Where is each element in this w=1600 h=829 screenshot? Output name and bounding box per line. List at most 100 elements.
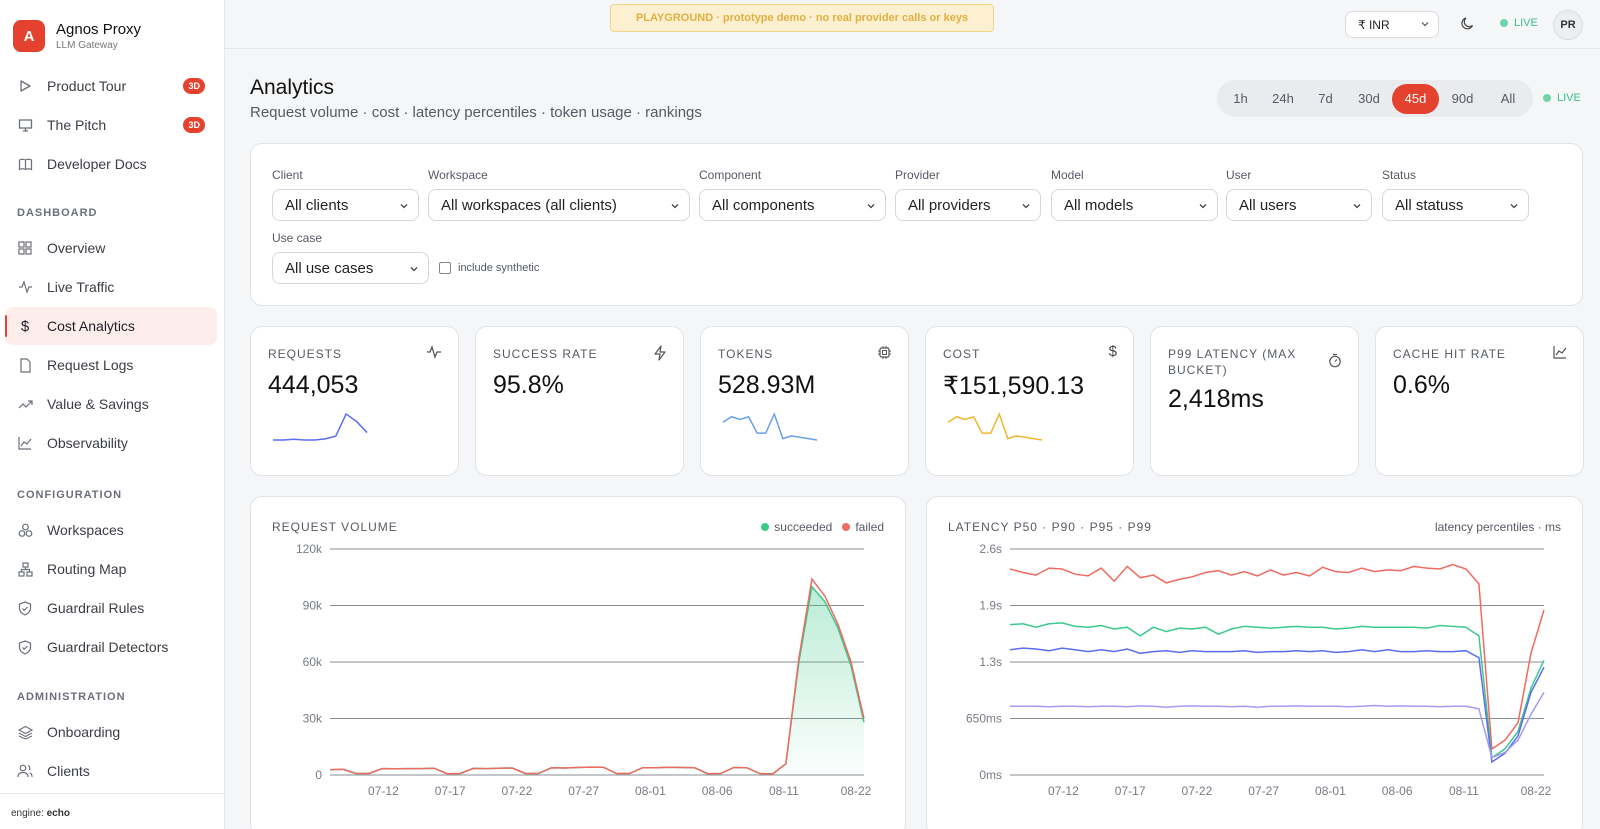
sidebar-item-label: Guardrail Detectors	[47, 639, 169, 655]
sidebar-item-label: Clients	[47, 763, 90, 779]
y-tick-label: 650ms	[966, 712, 1002, 726]
select-value: All workspaces (all clients)	[441, 196, 617, 214]
latency-chart: 2.6s 1.9s 1.3s 650ms 0ms 07-12 07-17 07-22 07-27…	[966, 542, 1552, 798]
sidebar-item-onboarding[interactable]: Onboarding	[5, 713, 217, 751]
book-icon	[17, 156, 33, 172]
avatar[interactable]: PR	[1553, 10, 1583, 40]
status-select[interactable]: All statuss	[1382, 189, 1529, 221]
chart-title: LATENCY P50 · P90 · P95 · P99	[948, 520, 1152, 534]
range-30d[interactable]: 30d	[1358, 91, 1380, 106]
file-icon	[17, 357, 33, 373]
sparkline-path	[722, 412, 818, 441]
sidebar-item-overview[interactable]: Overview	[5, 229, 217, 267]
range-45d[interactable]: 45d	[1392, 83, 1439, 114]
p90-line	[1009, 647, 1545, 764]
sidebar-item-request-logs[interactable]: Request Logs	[5, 346, 217, 384]
sidebar-item-workspaces[interactable]: Workspaces	[5, 511, 217, 549]
p50-line	[1010, 692, 1545, 759]
chevron-down-icon	[1020, 199, 1032, 216]
x-tick-label: 07-27	[568, 784, 599, 798]
x-tick-label: 08-01	[1315, 784, 1346, 798]
select-value: All users	[1239, 196, 1297, 214]
sidebar-item-value-savings[interactable]: Value & Savings	[5, 385, 217, 423]
activity-icon	[426, 345, 442, 362]
sidebar-item-observability[interactable]: Observability	[5, 424, 217, 462]
chevron-down-icon	[1197, 199, 1209, 216]
sparkline-path	[273, 412, 368, 441]
sidebar-item-guardrail-rules[interactable]: Guardrail Rules	[5, 589, 217, 627]
filter-label-component: Component	[699, 168, 762, 182]
line-chart-icon	[17, 435, 33, 451]
user-select[interactable]: All users	[1226, 189, 1372, 221]
kpi-value: ₹151,590.13	[943, 372, 1085, 400]
x-tick-label: 08-22	[841, 784, 872, 798]
range-all[interactable]: All	[1500, 91, 1516, 106]
currency-select[interactable]: ₹ INR	[1345, 11, 1439, 38]
y-tick-label: 0ms	[979, 768, 1002, 782]
trending-up-icon	[17, 396, 33, 412]
select-value: All models	[1064, 196, 1134, 214]
include-synthetic-toggle[interactable]: include synthetic	[439, 262, 539, 274]
cpu-icon	[877, 345, 892, 363]
filter-label-workspace: Workspace	[428, 168, 488, 182]
select-value: All clients	[285, 196, 349, 214]
x-tick-label: 08-22	[1521, 784, 1552, 798]
sidebar-item-product-tour[interactable]: Product Tour 3D	[5, 67, 217, 105]
workspace-select[interactable]: All workspaces (all clients)	[428, 189, 690, 221]
brand[interactable]: A Agnos Proxy LLM Gateway	[0, 0, 224, 72]
filter-label-client: Client	[272, 168, 303, 182]
moon-icon[interactable]	[1460, 16, 1475, 34]
filter-label-use-case: Use case	[272, 231, 323, 245]
sidebar-item-label: Overview	[47, 240, 106, 256]
filter-label-user: User	[1226, 168, 1252, 182]
sidebar-item-guardrail-detectors[interactable]: Guardrail Detectors	[5, 628, 217, 666]
sidebar-item-label: Workspaces	[47, 522, 124, 538]
filter-label-status: Status	[1382, 168, 1417, 182]
sidebar-item-cost-analytics[interactable]: $ Cost Analytics	[5, 307, 217, 345]
engine-value: echo	[46, 808, 70, 819]
live-indicator: LIVE	[1543, 92, 1581, 104]
legend-failed: failed	[855, 520, 884, 534]
model-select[interactable]: All models	[1051, 189, 1218, 221]
range-1h[interactable]: 1h	[1233, 91, 1248, 106]
sidebar-item-clients[interactable]: Clients	[5, 752, 217, 790]
select-value: All providers	[908, 196, 991, 214]
sidebar-item-the-pitch[interactable]: The Pitch 3D	[5, 106, 217, 144]
failed-dot-icon	[842, 523, 851, 531]
sidebar-item-label: Value & Savings	[47, 396, 149, 412]
sidebar-item-label: Onboarding	[47, 724, 121, 740]
client-select[interactable]: All clients	[272, 189, 419, 221]
x-tick-label: 07-17	[435, 784, 466, 798]
sidebar-item-label: Routing Map	[47, 561, 127, 577]
range-24h[interactable]: 24h	[1272, 91, 1294, 106]
sidebar-item-live-traffic[interactable]: Live Traffic	[5, 268, 217, 306]
use-case-select[interactable]: All use cases	[272, 252, 429, 284]
shield-check-icon	[17, 639, 33, 655]
network-icon	[17, 561, 33, 577]
sparkline-path	[947, 412, 1043, 441]
sidebar-item-label: Request Logs	[47, 357, 134, 373]
filter-label-model: Model	[1051, 168, 1084, 182]
range-90d[interactable]: 90d	[1451, 91, 1474, 106]
brand-subtitle: LLM Gateway	[56, 40, 118, 51]
chevron-down-icon	[669, 199, 681, 216]
topbar: PLAYGROUND · prototype demo · no real pr…	[225, 0, 1600, 49]
range-7d[interactable]: 7d	[1318, 91, 1333, 106]
sidebar-item-developer-docs[interactable]: Developer Docs	[5, 145, 217, 183]
dollar-icon: $	[1108, 343, 1117, 360]
section-label-configuration: CONFIGURATION	[17, 489, 123, 501]
provider-select[interactable]: All providers	[895, 189, 1041, 221]
sidebar-item-label: Guardrail Rules	[47, 600, 145, 616]
succeeded-dot-icon	[761, 523, 770, 531]
presentation-icon	[17, 117, 33, 133]
kpi-label: P99 LATENCY (MAX BUCKET)	[1168, 347, 1297, 377]
include-synthetic-checkbox[interactable]	[439, 262, 451, 274]
x-tick-label: 08-11	[769, 784, 799, 798]
p95-line	[1009, 622, 1545, 759]
y-tick-label: 1.3s	[979, 655, 1002, 669]
live-dot-icon	[1500, 19, 1508, 27]
kpi-card-requests: REQUESTS 444,053	[250, 326, 459, 476]
component-select[interactable]: All components	[699, 189, 886, 221]
tokens-sparkline	[722, 412, 818, 441]
sidebar-item-routing-map[interactable]: Routing Map	[5, 550, 217, 588]
